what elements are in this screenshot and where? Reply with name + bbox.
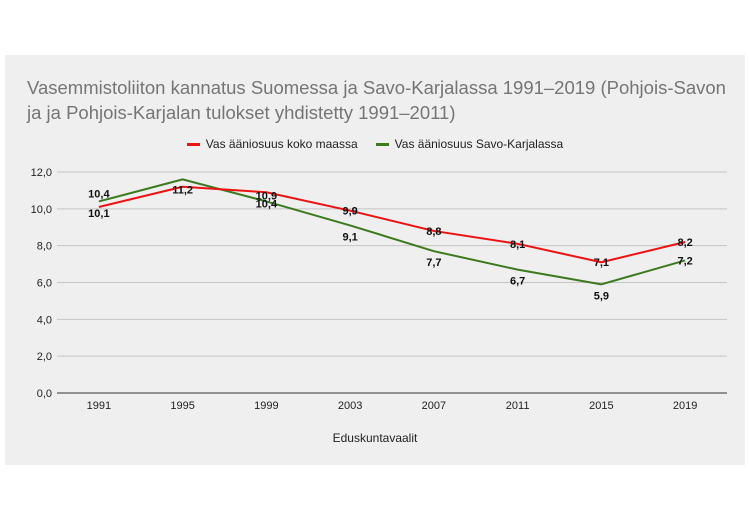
x-axis-title: Eduskuntavaalit [332,431,418,445]
y-tick-label: 2,0 [37,351,52,363]
data-label-savo-karjalassa: 9,1 [342,231,357,243]
y-tick-label: 6,0 [37,278,52,290]
y-tick-label: 12,0 [31,167,52,179]
legend-label-savo-karjalassa: Vas ääniosuus Savo-Karjalassa [394,137,564,151]
data-label-savo-karjalassa: 5,9 [594,290,609,302]
y-tick-label: 8,0 [37,241,52,253]
data-label-savo-karjalassa: 10,4 [256,198,278,210]
y-tick-label: 10,0 [31,204,52,216]
data-label-savo-karjalassa: 10,4 [88,188,110,200]
chart-legend: Vas ääniosuus koko maassa Vas ääniosuus … [5,137,745,151]
x-tick-label: 2019 [673,400,697,412]
x-tick-label: 2015 [589,400,613,412]
data-label-koko-maassa: 8,8 [426,226,441,238]
legend-label-koko-maassa: Vas ääniosuus koko maassa [205,137,358,151]
x-tick-label: 1995 [170,400,194,412]
data-label-savo-karjalassa: 7,7 [426,257,441,269]
x-tick-label: 1991 [87,400,111,412]
x-tick-label: 1999 [254,400,278,412]
chart-panel: Vasemmistoliiton kannatus Suomessa ja Sa… [5,55,745,465]
chart-title: Vasemmistoliiton kannatus Suomessa ja Sa… [27,77,726,123]
data-label-savo-karjalassa: 7,2 [677,255,692,267]
legend-item-koko-maassa: Vas ääniosuus koko maassa [186,137,358,151]
data-label-koko-maassa: 10,9 [256,190,277,202]
data-label-savo-karjalassa: 6,7 [510,276,525,288]
line-chart-plot: 0,0 2,0 4,0 6,0 8,0 10,0 12,0 1991 1995 1999 2003 2… [31,167,727,412]
data-label-koko-maassa: 8,1 [510,239,525,251]
y-tick-label: 0,0 [37,388,52,400]
data-label-koko-maassa: 10,1 [88,208,109,220]
legend-swatch-savo-karjalassa [375,142,389,146]
legend-swatch-koko-maassa [186,142,200,146]
legend-item-savo-karjalassa: Vas ääniosuus Savo-Karjalassa [375,137,564,151]
series-line-savo-karjalassa [98,178,686,286]
data-label-koko-maassa: 7,1 [594,257,609,269]
data-label-koko-maassa: 8,2 [677,237,692,249]
x-tick-label: 2011 [506,400,530,412]
series-line-koko-maassa [98,185,686,264]
data-label-koko-maassa: 9,9 [342,206,357,218]
y-tick-label: 4,0 [37,314,52,326]
x-tick-label: 2003 [338,400,362,412]
data-label-koko-maassa: 11,2 [172,185,193,197]
x-tick-label: 2007 [422,400,446,412]
